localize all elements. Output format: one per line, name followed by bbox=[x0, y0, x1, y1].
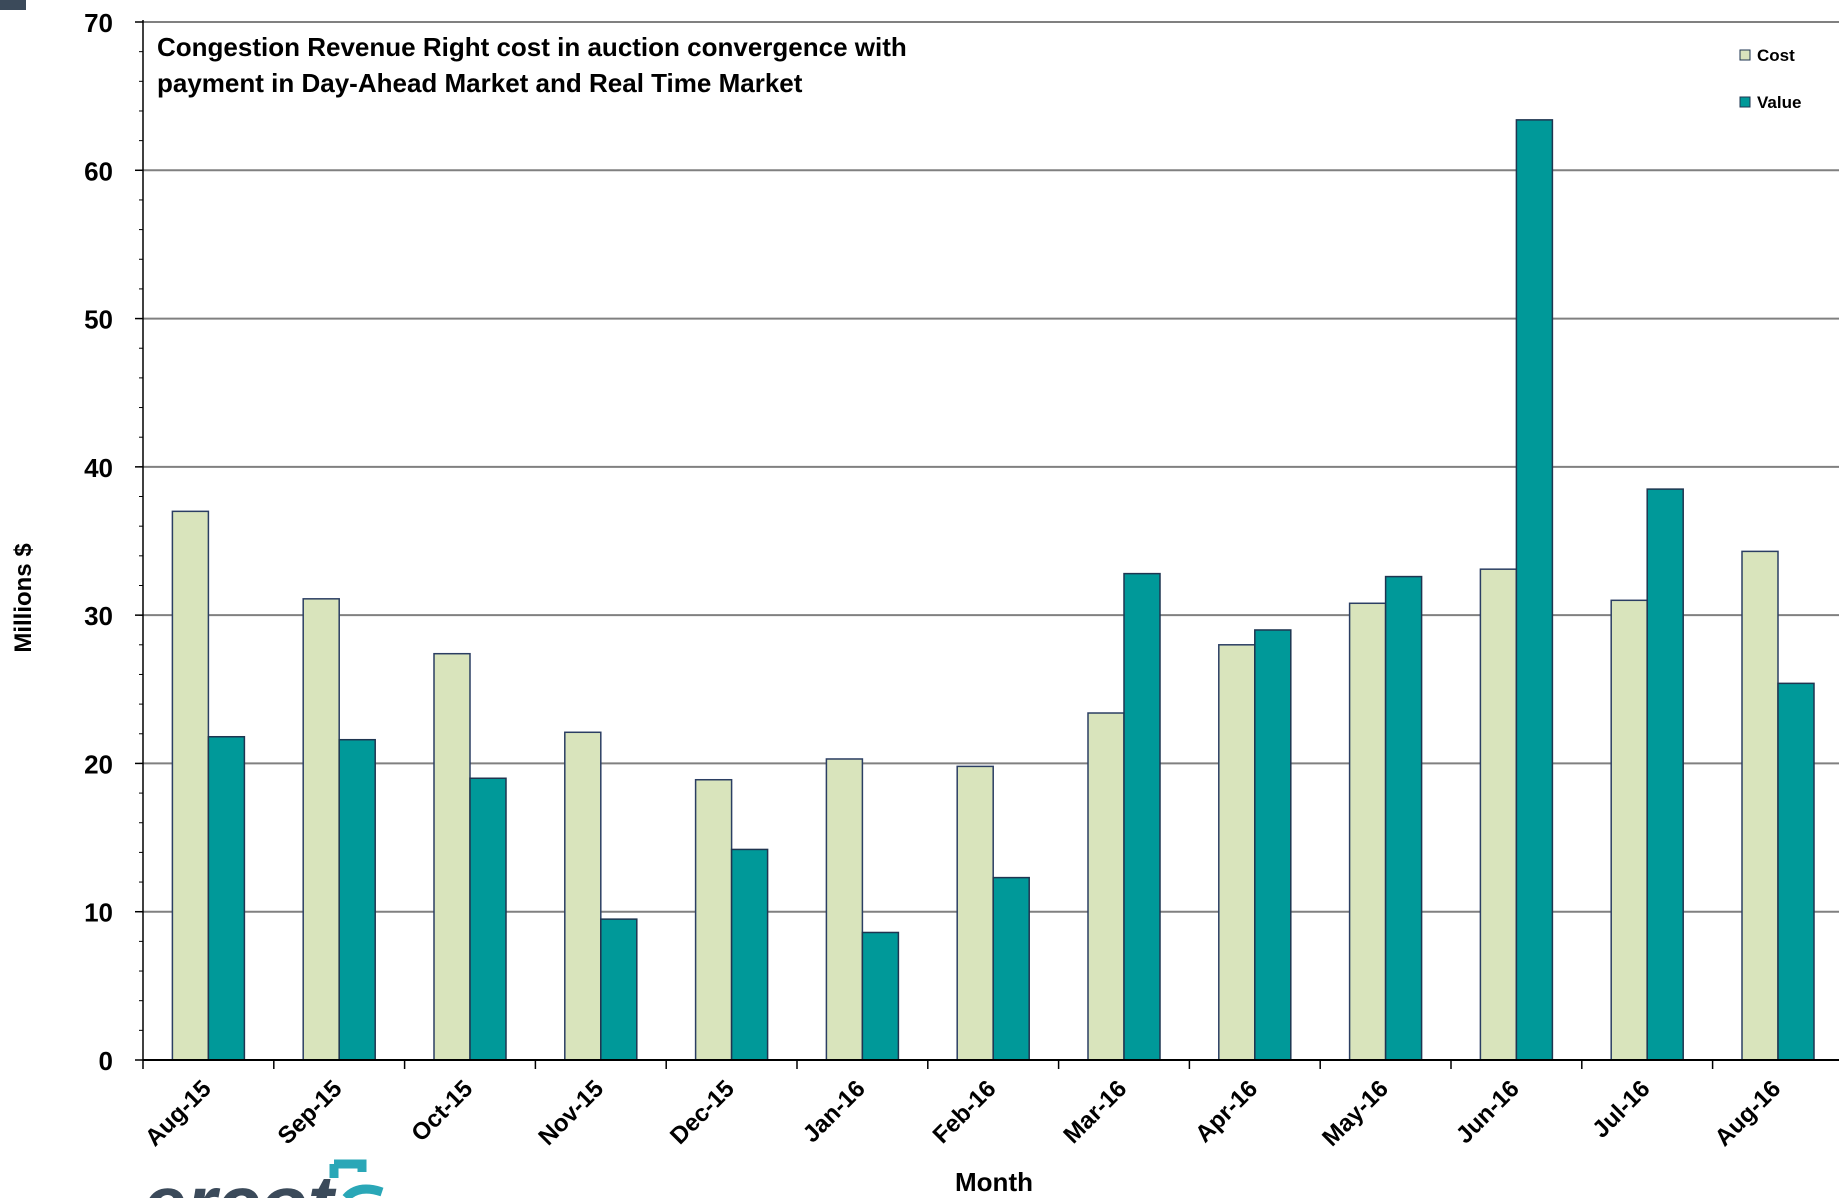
x-tick-label: Aug-16 bbox=[1710, 1075, 1787, 1152]
x-tick-label: Dec-15 bbox=[665, 1075, 740, 1150]
chart-title-line-1: Congestion Revenue Right cost in auction… bbox=[157, 32, 907, 62]
bar-value-May-16 bbox=[1384, 575, 1423, 1061]
bar-cost-Jan-16 bbox=[825, 758, 864, 1061]
legend-swatch-value bbox=[1739, 96, 1751, 108]
bar-cost-Aug-15 bbox=[171, 510, 210, 1061]
y-tick-label: 30 bbox=[84, 601, 113, 631]
chart-title-line-2: payment in Day-Ahead Market and Real Tim… bbox=[157, 68, 803, 98]
x-tick-label: Nov-15 bbox=[533, 1075, 609, 1151]
bar-cost-Dec-15 bbox=[694, 778, 733, 1061]
legend-label-value: Value bbox=[1757, 93, 1801, 112]
x-tick-label: Sep-15 bbox=[273, 1075, 348, 1150]
y-tick-label: 20 bbox=[84, 749, 113, 779]
bar-value-Nov-15 bbox=[600, 918, 638, 1061]
y-tick-label: 10 bbox=[84, 898, 113, 928]
x-axis-label: Month bbox=[955, 1167, 1033, 1197]
bar-cost-Sep-15 bbox=[302, 598, 340, 1061]
bar-value-Oct-15 bbox=[469, 777, 507, 1061]
bar-cost-Jul-16 bbox=[1610, 599, 1648, 1061]
bar-cost-Aug-16 bbox=[1741, 550, 1779, 1061]
y-tick-label: 0 bbox=[99, 1046, 113, 1076]
bar-cost-Apr-16 bbox=[1218, 644, 1256, 1061]
x-tick-label: Jul-16 bbox=[1587, 1075, 1655, 1143]
x-tick-label: Jan-16 bbox=[798, 1075, 871, 1148]
bar-value-Aug-15 bbox=[207, 735, 246, 1061]
bar-cost-Jun-16 bbox=[1479, 568, 1518, 1061]
bar-cost-Oct-15 bbox=[433, 652, 471, 1061]
bar-value-Dec-15 bbox=[730, 848, 769, 1061]
y-tick-label: 50 bbox=[84, 305, 113, 335]
bar-value-Jul-16 bbox=[1646, 488, 1684, 1061]
ercot-logo: ercot bbox=[143, 1159, 384, 1198]
corner-mark bbox=[0, 0, 26, 10]
ercot-logo-mark-icon bbox=[329, 1159, 384, 1198]
bar-cost-Mar-16 bbox=[1087, 712, 1125, 1061]
y-tick-label: 70 bbox=[84, 8, 113, 38]
x-tick-label: Jun-16 bbox=[1451, 1075, 1525, 1149]
ercot-logo-text: ercot bbox=[143, 1159, 337, 1198]
y-tick-label: 40 bbox=[84, 453, 113, 483]
y-tick-label: 60 bbox=[84, 156, 113, 186]
bar-value-Sep-15 bbox=[338, 738, 376, 1061]
x-tick-label: Apr-16 bbox=[1190, 1075, 1263, 1148]
bars bbox=[171, 119, 1815, 1061]
legend-swatch-cost bbox=[1739, 49, 1751, 61]
legend-label-cost: Cost bbox=[1757, 46, 1795, 65]
bar-value-Jun-16 bbox=[1515, 119, 1554, 1061]
bar-value-Aug-16 bbox=[1777, 682, 1815, 1061]
bar-cost-May-16 bbox=[1348, 602, 1387, 1061]
bar-cost-Nov-15 bbox=[564, 731, 602, 1061]
bar-value-Feb-16 bbox=[992, 876, 1030, 1061]
x-tick-label: Mar-16 bbox=[1058, 1075, 1132, 1149]
x-tick-label: Oct-15 bbox=[406, 1075, 478, 1147]
bar-value-Mar-16 bbox=[1123, 572, 1161, 1061]
y-axis-label: Millions $ bbox=[10, 543, 37, 653]
axes bbox=[135, 20, 1839, 1069]
x-tick-label: Feb-16 bbox=[928, 1075, 1002, 1149]
bar-value-Jan-16 bbox=[861, 931, 900, 1061]
legend: Cost Value bbox=[1739, 46, 1801, 112]
bar-value-Apr-16 bbox=[1254, 629, 1292, 1061]
bar-cost-Feb-16 bbox=[956, 765, 994, 1061]
x-tick-label: May-16 bbox=[1317, 1075, 1394, 1152]
x-tick-label: Aug-15 bbox=[140, 1075, 217, 1152]
gridlines bbox=[143, 21, 1839, 913]
